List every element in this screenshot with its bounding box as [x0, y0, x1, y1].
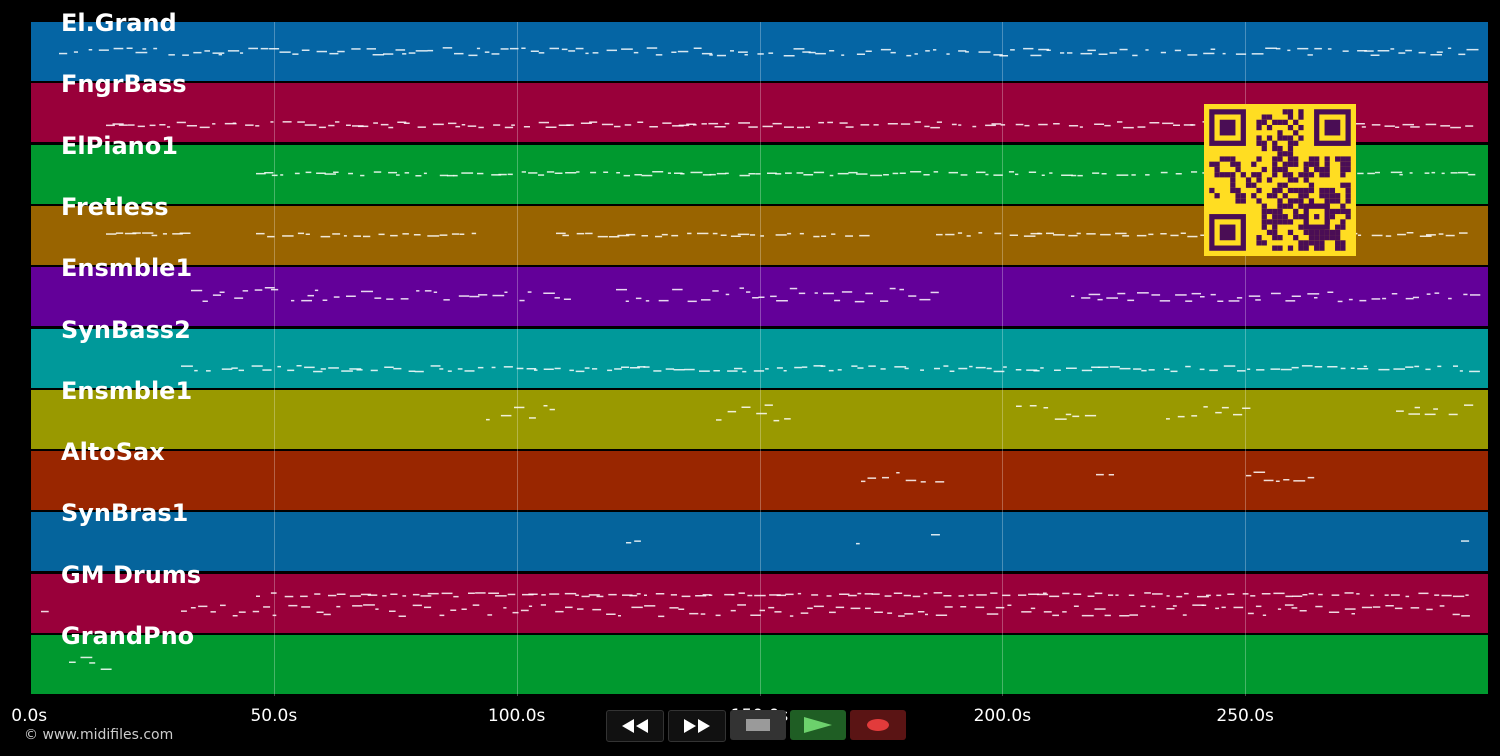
track-name: Ensmble1 [61, 376, 193, 405]
track-notes [626, 534, 1470, 545]
track-name: Ensmble1 [61, 254, 193, 283]
track-notes [861, 471, 1315, 483]
rewind-button[interactable] [606, 710, 664, 742]
transport-controls [598, 710, 906, 742]
track-name: El.Grand [61, 9, 177, 37]
qr-code-icon [1204, 104, 1356, 256]
track-lane[interactable]: GM Drums [31, 561, 1488, 633]
track-notes [486, 404, 1474, 422]
stop-button[interactable] [730, 710, 786, 740]
track-notes [191, 287, 1481, 303]
time-tick-label: 50.0s [250, 706, 298, 726]
fast-forward-button[interactable] [668, 710, 726, 742]
play-button[interactable] [790, 710, 846, 740]
track-notes [181, 364, 1480, 372]
record-icon [867, 719, 889, 731]
track-name: GM Drums [61, 560, 202, 589]
time-tick-label: 250.0s [1216, 706, 1274, 726]
track-name: FngrBass [61, 70, 187, 99]
track-name: AltoSax [61, 438, 165, 467]
fast-forward-icon [684, 719, 710, 733]
time-tick-label: 200.0s [973, 706, 1032, 726]
track-name: SynBras1 [61, 499, 189, 528]
track-notes [59, 47, 1479, 57]
track-lane[interactable]: SynBass2 [31, 316, 1488, 388]
track-notes [41, 591, 1470, 617]
track-lanes: El.Grand FngrBass ElPiano1 Fretless Ensmble1… [31, 9, 1488, 696]
track-lane[interactable]: Ensmble1 [31, 254, 1488, 327]
time-tick-label: 0.0s [11, 706, 48, 726]
record-button[interactable] [850, 710, 906, 740]
track-name: ElPiano1 [61, 131, 178, 160]
track-lane[interactable]: SynBras1 [31, 499, 1488, 572]
track-lane[interactable]: AltoSax [31, 438, 1488, 511]
rewind-icon [622, 719, 648, 733]
track-lane[interactable]: El.Grand [31, 9, 1488, 81]
copyright-text: © www.midifiles.com [24, 727, 174, 743]
time-tick-label: 100.0s [487, 706, 546, 726]
track-lane[interactable]: GrandPno [31, 622, 1488, 694]
stop-icon [746, 719, 770, 731]
track-lane[interactable]: Ensmble1 [31, 377, 1488, 449]
track-name: Fretless [61, 192, 169, 221]
track-name: SynBass2 [61, 315, 191, 344]
track-name: GrandPno [61, 622, 195, 650]
play-icon [804, 717, 832, 733]
track-notes [69, 656, 112, 670]
